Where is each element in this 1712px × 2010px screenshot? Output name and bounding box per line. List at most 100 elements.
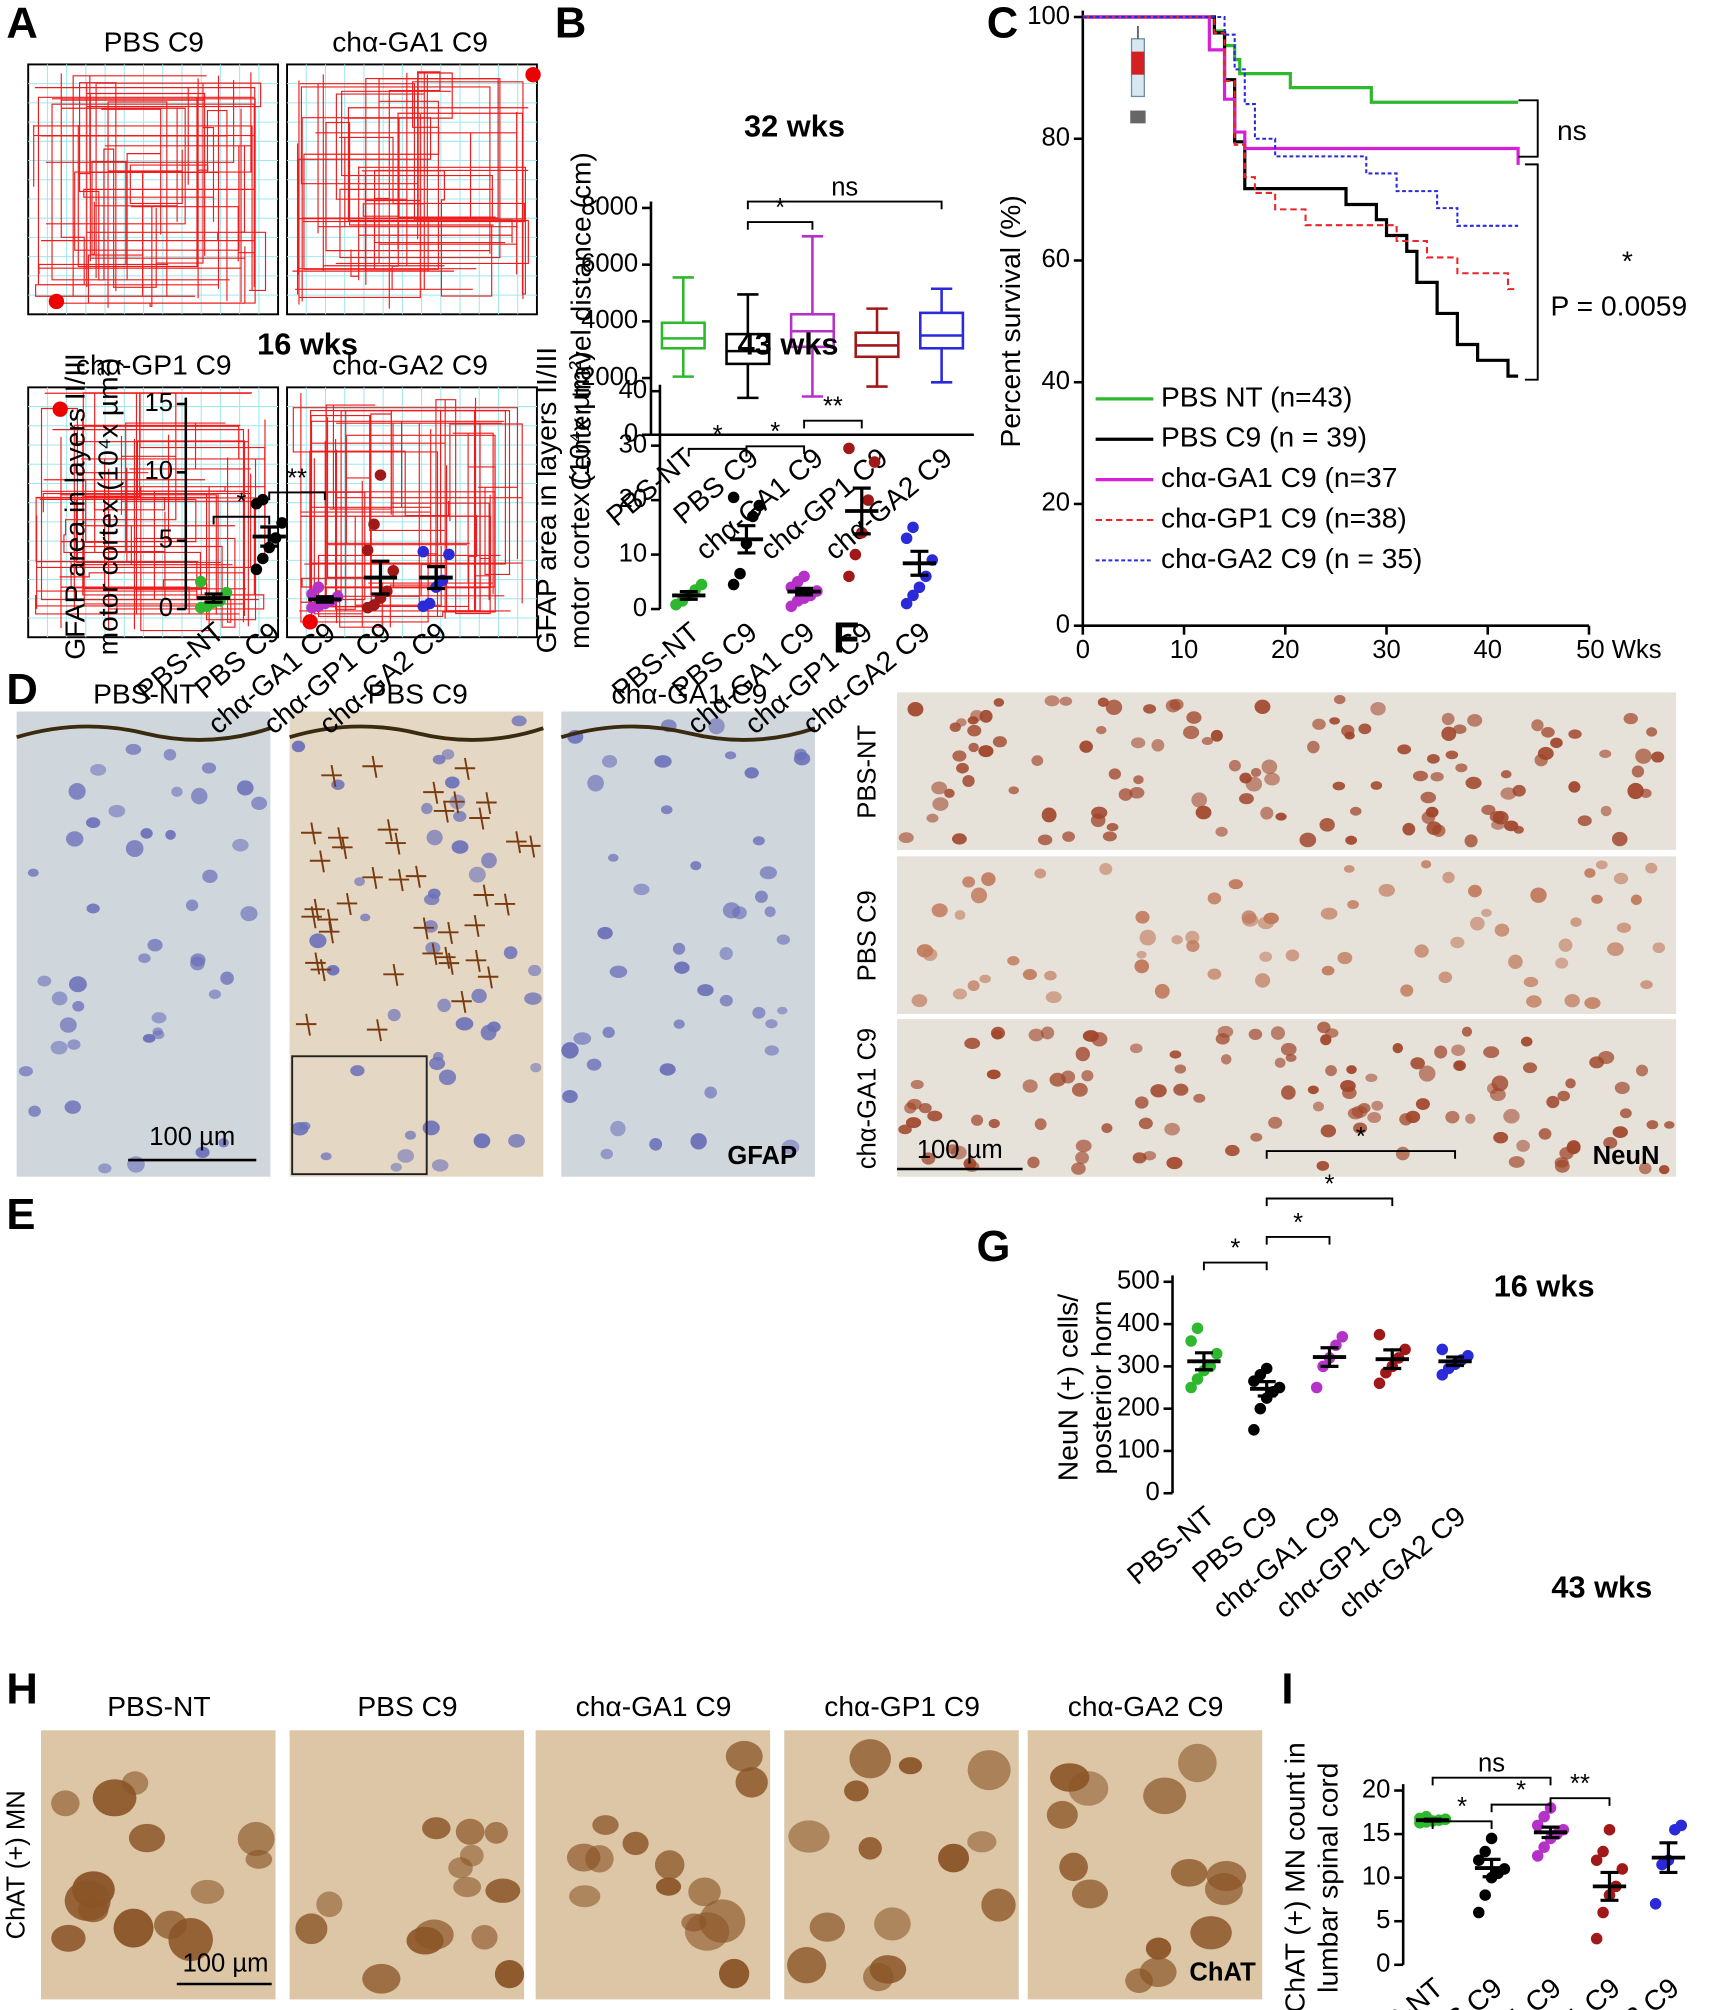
cell (898, 1124, 912, 1135)
cell (1097, 697, 1109, 707)
astrocyte (413, 917, 435, 940)
data-point (423, 597, 436, 610)
cell (764, 1045, 779, 1056)
sig-label: * (1293, 1209, 1303, 1237)
cell (1130, 737, 1146, 749)
cell (1613, 872, 1629, 885)
cell (528, 964, 542, 977)
astrocyte (383, 963, 404, 987)
data-point (1485, 1832, 1498, 1845)
cell (1441, 726, 1457, 742)
data-point (1210, 1347, 1223, 1360)
cell (85, 817, 101, 829)
cell (690, 1133, 707, 1150)
cell (910, 1079, 924, 1090)
cell (1347, 900, 1359, 910)
cell (484, 1821, 508, 1844)
y-axis-label: motor cortex (10⁴x µm²) (563, 351, 595, 649)
data-point (1436, 1343, 1449, 1356)
cell (962, 876, 976, 888)
cell (1139, 929, 1156, 946)
cell (190, 1879, 225, 1904)
y-tick-label: 0 (1145, 1478, 1159, 1506)
data-point (900, 532, 913, 545)
cell (1228, 759, 1241, 772)
cell (1173, 1083, 1189, 1096)
panel-letter: D (6, 666, 37, 714)
cell (108, 804, 126, 818)
cell (1101, 1123, 1113, 1134)
cell (1445, 750, 1459, 760)
cell (1206, 1861, 1247, 1891)
data-point (1479, 1845, 1491, 1858)
cell (863, 1963, 894, 1992)
cell (898, 1757, 923, 1775)
error-bar (852, 486, 871, 536)
cell (1611, 831, 1628, 847)
cell (1500, 787, 1517, 800)
x-tick-label: 40 (1473, 636, 1502, 664)
cell (1285, 1053, 1297, 1062)
sig-label: * (1356, 1123, 1366, 1151)
cell (674, 961, 690, 974)
cell (1320, 907, 1338, 920)
cell (1164, 1122, 1180, 1136)
cell (68, 783, 86, 800)
cell (125, 840, 144, 857)
cell (1139, 1957, 1177, 1987)
cell (354, 877, 365, 887)
cell (1370, 781, 1383, 790)
data-point (1191, 1373, 1204, 1385)
sig-label: * (770, 418, 780, 446)
cell (1570, 917, 1582, 927)
data-point (1310, 1381, 1323, 1394)
y-tick-label: 400 (1117, 1309, 1160, 1337)
cell (1640, 788, 1652, 799)
y-tick-label: 300 (1117, 1351, 1160, 1379)
data-point (1479, 1889, 1491, 1901)
micrograph (897, 692, 1677, 850)
cell (1603, 1136, 1618, 1149)
row-label: chα-GA1 C9 (854, 1028, 882, 1169)
error-bar (1600, 1870, 1619, 1902)
data-point (843, 570, 855, 583)
y-tick-label: 200 (1117, 1393, 1160, 1421)
cell (1255, 973, 1271, 988)
cell (964, 1037, 981, 1050)
sig-bracket (1490, 1803, 1552, 1813)
data-point (1248, 1424, 1260, 1436)
cell (649, 1138, 663, 1151)
cell (1071, 1162, 1086, 1175)
cell (1623, 712, 1638, 725)
sig-label: ns (1478, 1750, 1505, 1778)
cell (673, 1019, 685, 1029)
cell (708, 717, 725, 735)
y-tick-label: 20 (1042, 489, 1071, 517)
cell (569, 1885, 601, 1908)
cell (1652, 942, 1666, 954)
cell (471, 988, 487, 1004)
cell (1664, 1121, 1675, 1129)
cell (185, 899, 199, 912)
cell (1421, 811, 1436, 824)
cell (1079, 740, 1093, 753)
cell (978, 745, 994, 758)
cell (1312, 1101, 1324, 1112)
cell (1455, 763, 1468, 773)
cell (445, 776, 460, 789)
cell (1557, 1090, 1571, 1102)
data-point (734, 567, 746, 580)
astrocyte (332, 836, 353, 860)
cell (1178, 1743, 1217, 1783)
data-point (727, 491, 740, 504)
cell (844, 1780, 869, 1802)
error-bar (1482, 1857, 1501, 1879)
cell (1045, 991, 1062, 1004)
data-point (900, 597, 913, 610)
cell (931, 903, 948, 918)
cell (1451, 1044, 1466, 1057)
cell (1658, 1165, 1670, 1175)
cell (1062, 831, 1075, 842)
cell (320, 1152, 332, 1161)
cell (1193, 1093, 1206, 1103)
